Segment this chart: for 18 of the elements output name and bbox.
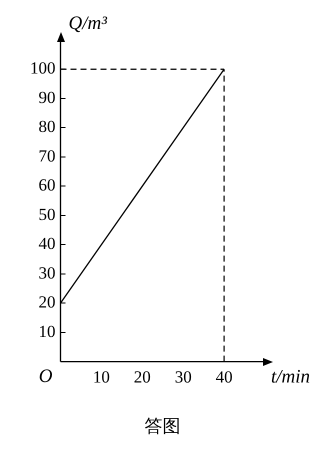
y-tick-label: 50 (38, 204, 56, 224)
text: 答图 (144, 415, 182, 438)
y-tick-label: 80 (38, 117, 56, 136)
y-tick-label: 60 (38, 176, 56, 195)
x-tick-label: 10 (92, 367, 110, 386)
text: O (38, 366, 53, 388)
y-tick-label: 100 (30, 58, 56, 78)
y-tick-label: 40 (38, 234, 56, 254)
x-tick-label: 30 (174, 367, 192, 386)
y-tick-label: 90 (38, 88, 56, 107)
y-tick-label: 70 (38, 146, 56, 166)
y-tick-label: 30 (38, 263, 56, 282)
y-tick-label: 10 (38, 322, 56, 341)
x-tick-label: 20 (134, 367, 151, 386)
y-tick-label: 20 (38, 292, 56, 312)
x-tick-label: 40 (216, 367, 233, 386)
y-axis-title: Q/m³ (68, 13, 108, 34)
x-axis-title: t/min (271, 366, 310, 388)
